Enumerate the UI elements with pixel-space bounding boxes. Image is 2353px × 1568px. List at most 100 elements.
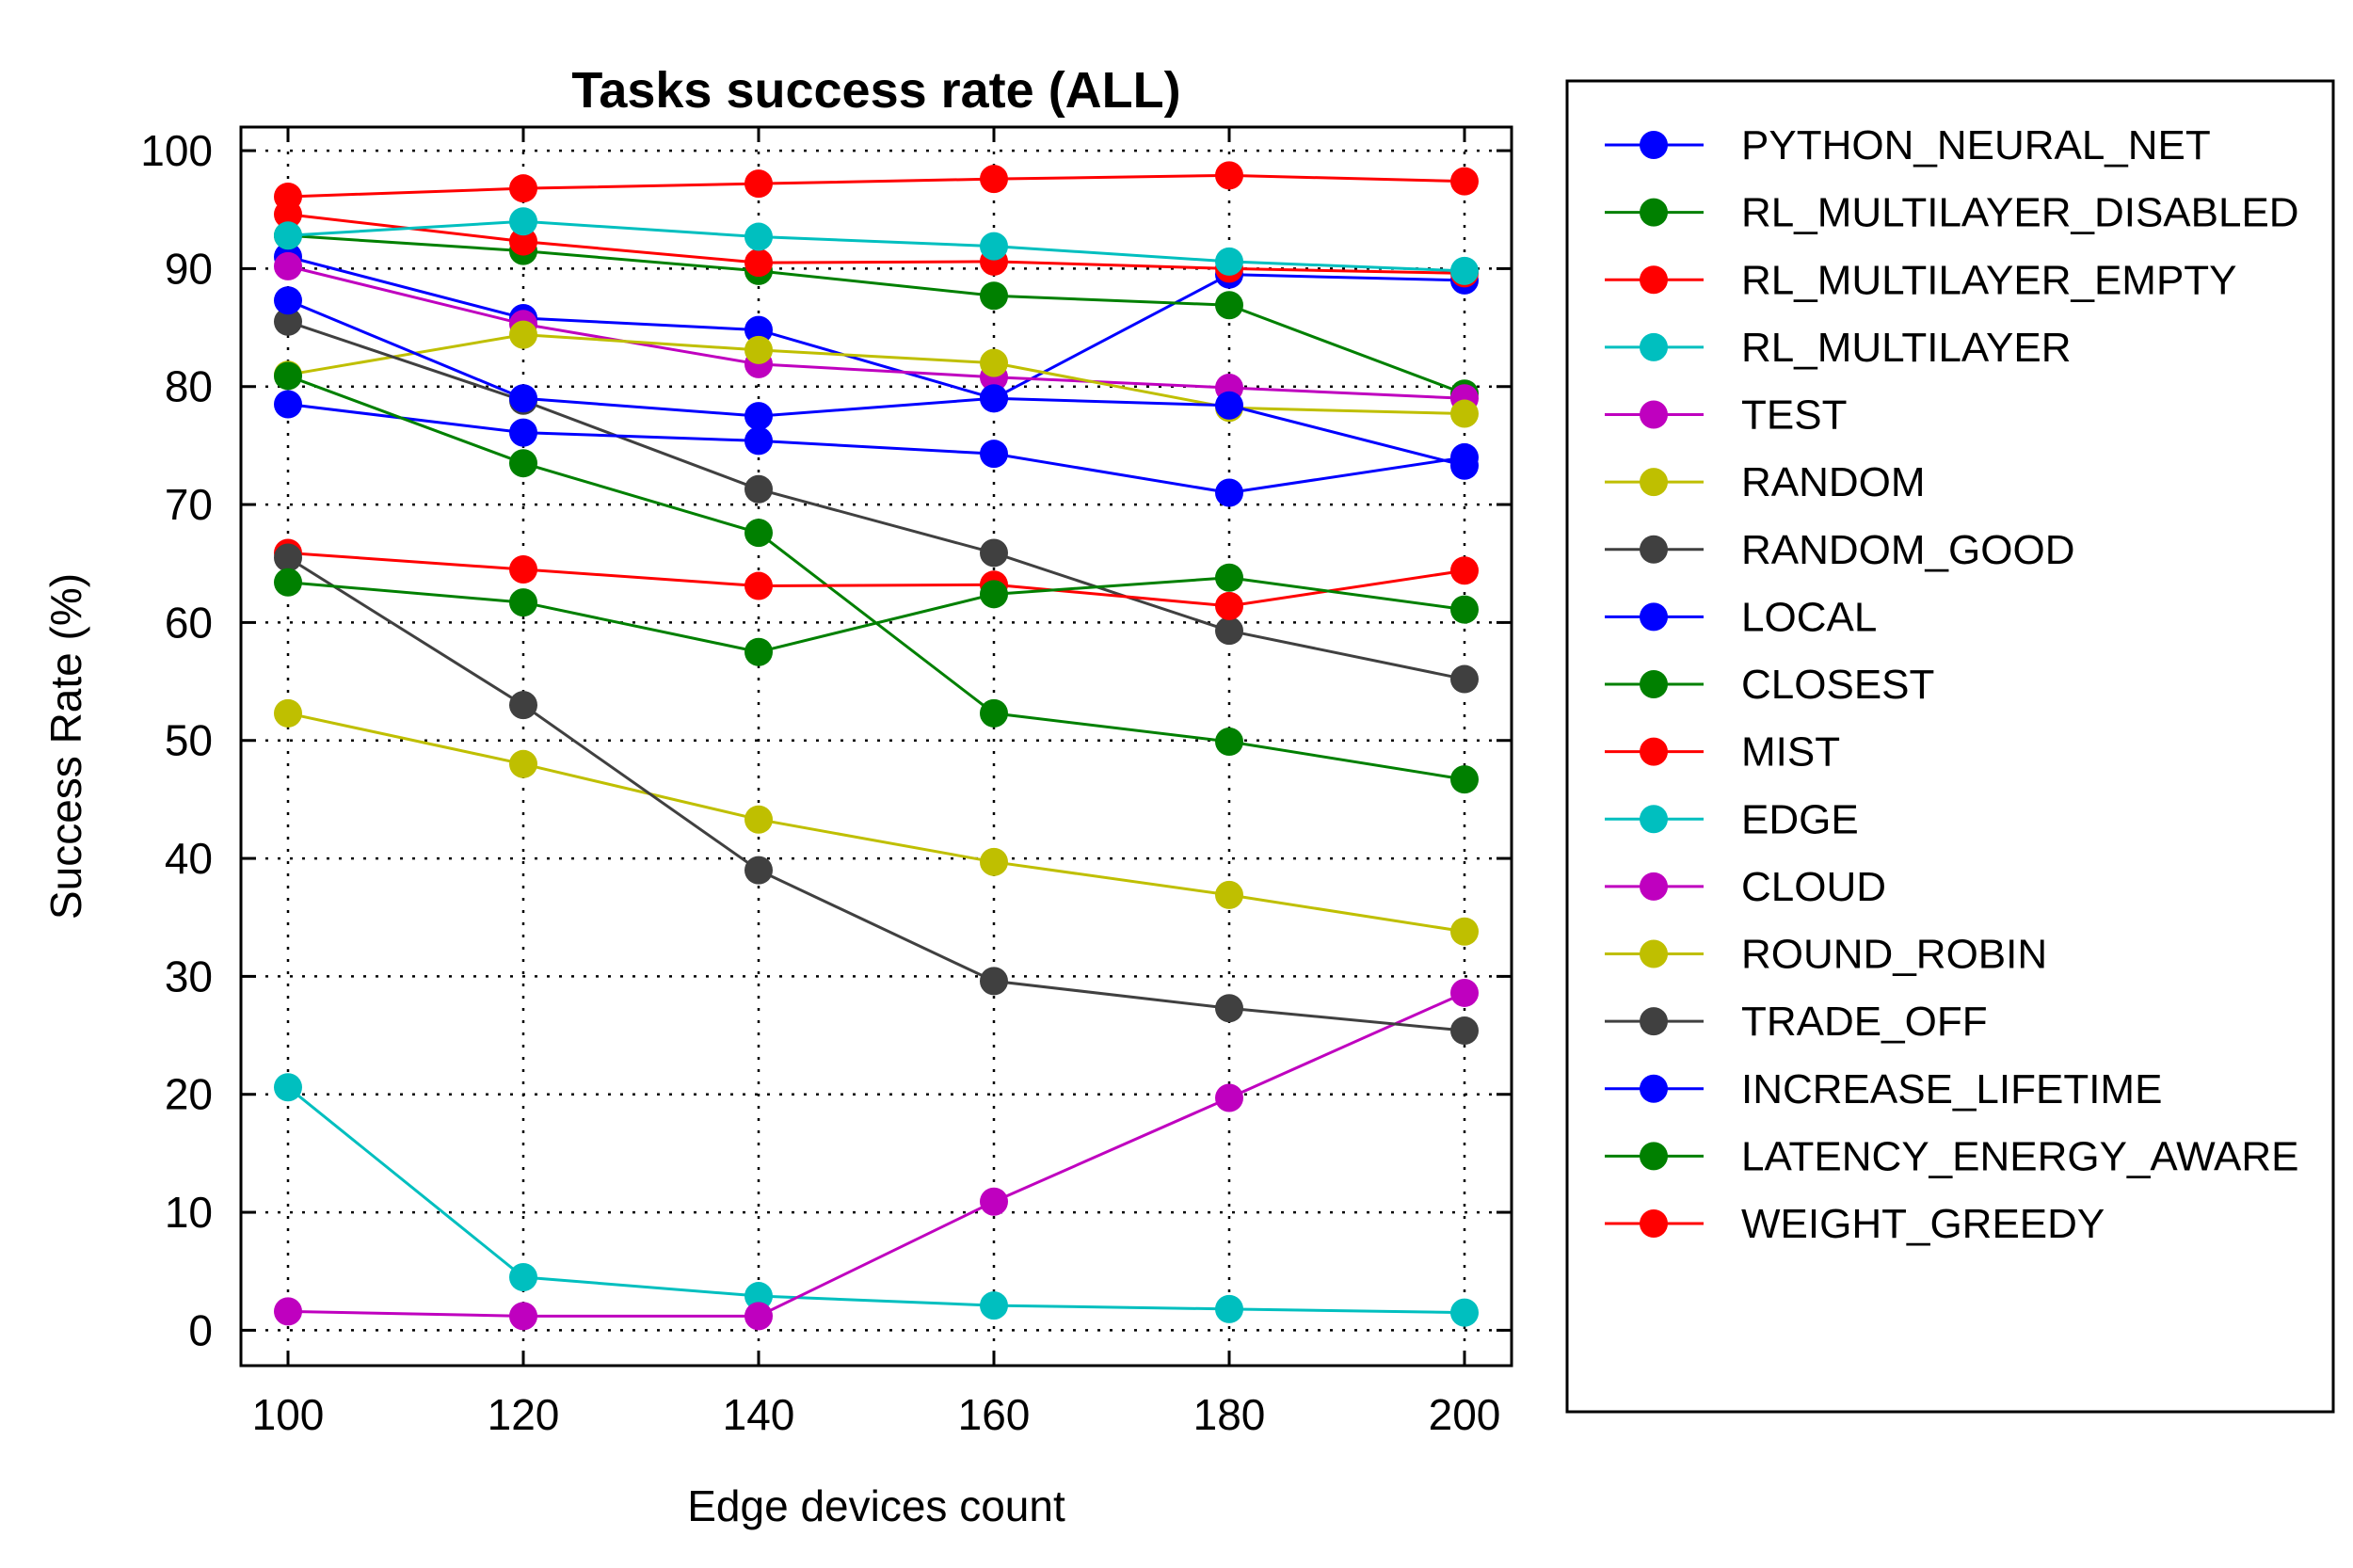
data-point: [1215, 727, 1243, 756]
x-tick-label: 120: [488, 1390, 560, 1439]
legend-marker: [1640, 131, 1668, 159]
data-point: [274, 221, 302, 250]
data-point: [509, 384, 537, 413]
legend-marker: [1640, 400, 1668, 429]
data-point: [980, 281, 1008, 311]
series-edge: [274, 1073, 1479, 1327]
legend-label: LOCAL: [1741, 594, 1877, 640]
legend-items: PYTHON_NEURAL_NET RL_MULTILAYER_DISABLED R…: [1605, 122, 2299, 1247]
data-point: [1215, 1294, 1243, 1323]
y-tick-label: 40: [165, 834, 213, 883]
series-line: [287, 712, 1465, 934]
series-trade-off: [274, 543, 1479, 1046]
data-point: [744, 519, 773, 548]
data-point: [1215, 563, 1243, 592]
data-point: [744, 637, 773, 666]
legend-marker: [1640, 198, 1668, 227]
data-point: [744, 335, 773, 364]
data-point: [1450, 664, 1479, 694]
data-point: [274, 251, 302, 280]
data-point: [1450, 1016, 1479, 1046]
data-point: [1450, 917, 1479, 946]
data-point: [980, 698, 1008, 728]
series-rl-multilayer: [274, 207, 1479, 285]
legend-marker: [1640, 602, 1668, 632]
series-line: [287, 991, 1465, 1318]
data-point: [1215, 391, 1243, 420]
legend-item: RL_MULTILAYER_EMPTY: [1605, 257, 2237, 303]
data-point: [509, 449, 537, 478]
legend-item: LATENCY_ENERGY_AWARE: [1605, 1133, 2299, 1179]
legend-item: MIST: [1605, 729, 1840, 776]
y-tick-label: 60: [165, 598, 213, 647]
legend-marker: [1640, 1007, 1668, 1036]
series-line: [287, 556, 1465, 1032]
series-line: [287, 255, 1465, 400]
data-point: [1215, 591, 1243, 620]
legend-marker: [1640, 939, 1668, 968]
y-tick-label: 0: [188, 1305, 213, 1354]
data-point: [1450, 1298, 1479, 1327]
data-point: [744, 426, 773, 456]
series-increase-lifetime: [274, 286, 1479, 480]
data-point: [1215, 478, 1243, 507]
data-point: [744, 1282, 773, 1311]
y-tick-label: 100: [140, 126, 213, 175]
legend-item: TEST: [1605, 392, 1847, 439]
legend-item: RL_MULTILAYER: [1605, 325, 2071, 371]
data-point: [1215, 1083, 1243, 1112]
legend-item: RANDOM: [1605, 459, 1926, 505]
plot-frame: [239, 125, 1513, 1368]
legend-label: RL_MULTILAYER_DISABLED: [1741, 190, 2299, 236]
data-point: [1215, 994, 1243, 1023]
y-tick-label: 10: [165, 1188, 213, 1237]
data-point: [1215, 291, 1243, 320]
legend-item: INCREASE_LIFETIME: [1605, 1066, 2162, 1112]
data-point: [509, 227, 537, 256]
legend-marker: [1640, 468, 1668, 497]
data-point: [274, 390, 302, 419]
y-tick-label: 80: [165, 362, 213, 411]
legend-label: RANDOM: [1741, 459, 1926, 505]
data-point: [744, 315, 773, 344]
legend-item: CLOUD: [1605, 864, 1886, 910]
legend-item: RL_MULTILAYER_DISABLED: [1605, 190, 2299, 236]
legend-marker: [1640, 535, 1668, 564]
data-point: [1450, 978, 1479, 1007]
x-tick-label: 100: [252, 1390, 325, 1439]
data-point: [980, 232, 1008, 261]
legend-label: RANDOM_GOOD: [1741, 527, 2074, 573]
series-line: [287, 264, 1465, 400]
data-point: [980, 1291, 1008, 1320]
data-point: [744, 571, 773, 600]
data-point: [509, 1302, 537, 1331]
series-line: [287, 576, 1465, 654]
series-line: [287, 219, 1465, 273]
legend: [1565, 79, 2335, 1414]
data-point: [274, 361, 302, 391]
data-point: [274, 1297, 302, 1326]
legend-label: LATENCY_ENERGY_AWARE: [1741, 1133, 2299, 1179]
data-point: [509, 174, 537, 203]
legend-label: WEIGHT_GREEDY: [1741, 1201, 2105, 1247]
legend-label: TEST: [1741, 392, 1847, 439]
legend-marker: [1640, 872, 1668, 901]
data-point: [274, 286, 302, 315]
legend-item: PYTHON_NEURAL_NET: [1605, 122, 2211, 168]
legend-item: ROUND_ROBIN: [1605, 932, 2047, 978]
data-point: [744, 1302, 773, 1331]
legend-marker: [1640, 805, 1668, 834]
data-point: [1450, 595, 1479, 624]
data-point: [1215, 161, 1243, 190]
series-cloud: [274, 978, 1479, 1331]
series-line: [287, 213, 1465, 275]
legend-item: CLOSEST: [1605, 662, 1934, 708]
legend-item: LOCAL: [1605, 594, 1877, 640]
y-tick-label: 20: [165, 1070, 213, 1119]
data-point: [980, 1187, 1008, 1216]
data-point: [744, 402, 773, 431]
data-point: [509, 418, 537, 447]
series-line: [287, 173, 1465, 199]
data-point: [1450, 765, 1479, 794]
